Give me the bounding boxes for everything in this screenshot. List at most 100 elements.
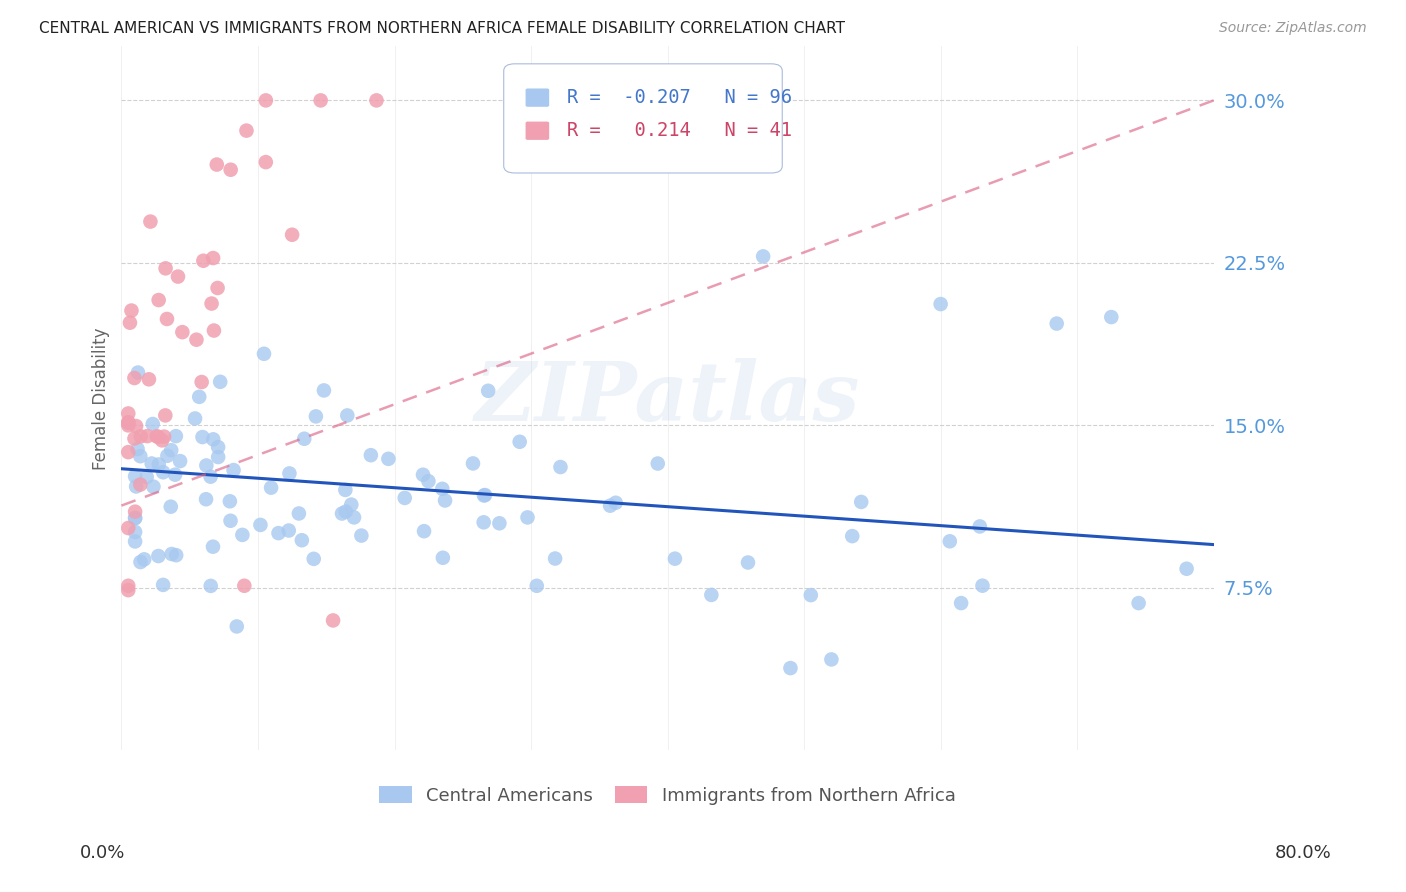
Point	[117, 583, 139, 598]
Legend: Central Americans, Immigrants from Northern Africa: Central Americans, Immigrants from North…	[373, 779, 963, 812]
Point	[160, 443, 183, 458]
Text: R =   0.214   N = 41: R = 0.214 N = 41	[567, 121, 792, 140]
Y-axis label: Female Disability: Female Disability	[93, 327, 110, 469]
Point	[360, 448, 382, 462]
Point	[516, 510, 538, 524]
Point	[202, 433, 225, 447]
Point	[218, 494, 240, 508]
Point	[124, 505, 146, 519]
Text: ZIPatlas: ZIPatlas	[475, 359, 860, 438]
Point	[664, 551, 686, 566]
Point	[124, 469, 146, 483]
Point	[117, 418, 139, 433]
Point	[292, 432, 315, 446]
Point	[127, 442, 149, 456]
Point	[148, 458, 170, 472]
Point	[225, 619, 247, 633]
Text: 80.0%: 80.0%	[1275, 844, 1331, 862]
Point	[152, 465, 174, 479]
Point	[267, 526, 290, 541]
Point	[124, 524, 146, 539]
Point	[152, 578, 174, 592]
Point	[136, 429, 159, 443]
Point	[737, 556, 759, 570]
Point	[146, 429, 169, 443]
Point	[841, 529, 863, 543]
Point	[550, 460, 572, 475]
Point	[129, 429, 152, 443]
Point	[260, 481, 283, 495]
Point	[254, 155, 277, 169]
Point	[472, 516, 495, 530]
Point	[219, 514, 242, 528]
Point	[125, 479, 148, 493]
Point	[118, 316, 141, 330]
Point	[129, 449, 152, 463]
Point	[800, 588, 823, 602]
Point	[139, 214, 162, 228]
Point	[969, 519, 991, 533]
Point	[950, 596, 973, 610]
Point	[366, 94, 388, 108]
Point	[779, 661, 801, 675]
Point	[394, 491, 416, 505]
Point	[461, 457, 484, 471]
FancyBboxPatch shape	[526, 88, 550, 107]
Point	[202, 251, 225, 265]
Point	[148, 293, 170, 307]
Point	[117, 407, 139, 421]
Point	[343, 510, 366, 524]
Point	[127, 366, 149, 380]
Point	[526, 579, 548, 593]
Point	[413, 524, 436, 538]
Point	[249, 517, 271, 532]
Point	[200, 469, 222, 483]
Text: R =  -0.207   N = 96: R = -0.207 N = 96	[567, 88, 792, 107]
Point	[207, 281, 229, 295]
Point	[165, 467, 187, 482]
Point	[605, 496, 627, 510]
Point	[752, 249, 775, 263]
Point	[124, 432, 146, 446]
Point	[135, 470, 157, 484]
Point	[117, 415, 139, 429]
Point	[138, 372, 160, 386]
Point	[209, 375, 232, 389]
Point	[340, 498, 363, 512]
Point	[207, 450, 229, 464]
Point	[201, 540, 224, 554]
Point	[418, 474, 440, 488]
Point	[155, 409, 177, 423]
Point	[281, 227, 304, 242]
Point	[120, 303, 142, 318]
Point	[278, 467, 301, 481]
Point	[200, 579, 222, 593]
Point	[184, 411, 207, 425]
Point	[302, 551, 325, 566]
Point	[472, 488, 495, 502]
Point	[129, 477, 152, 491]
Point	[330, 507, 353, 521]
Point	[544, 551, 567, 566]
Point	[129, 555, 152, 569]
Point	[172, 325, 194, 339]
Point	[167, 269, 190, 284]
Point	[647, 457, 669, 471]
Point	[117, 579, 139, 593]
Point	[188, 390, 211, 404]
Point	[195, 492, 218, 507]
Point	[169, 454, 191, 468]
Point	[231, 528, 253, 542]
Point	[851, 495, 873, 509]
Point	[146, 430, 169, 444]
Point	[412, 467, 434, 482]
Point	[156, 312, 179, 326]
Point	[305, 409, 328, 424]
Point	[700, 588, 723, 602]
Point	[222, 463, 245, 477]
Point	[124, 511, 146, 525]
Point	[117, 445, 139, 459]
Text: 0.0%: 0.0%	[80, 844, 125, 862]
Point	[202, 324, 225, 338]
Point	[191, 430, 214, 444]
